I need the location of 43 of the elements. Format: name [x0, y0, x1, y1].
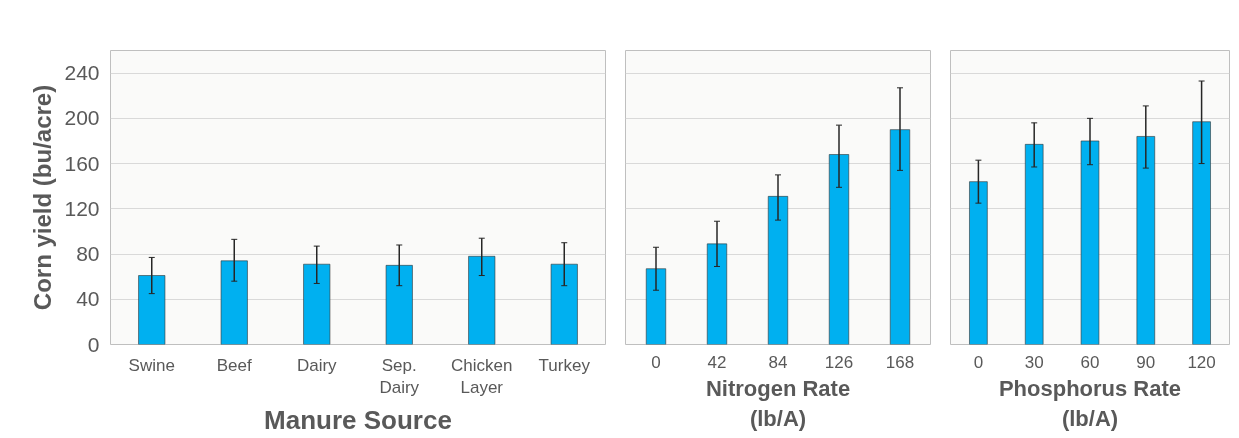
bar: [706, 243, 728, 345]
x-tick-label: 126: [824, 352, 854, 372]
x-tick-label: 168: [885, 352, 915, 372]
x-tick-label: 30: [1024, 352, 1044, 372]
y-tick-label: 160: [64, 151, 100, 175]
bar: [220, 260, 248, 345]
y-tick-label: 0: [87, 332, 100, 356]
bar: [889, 129, 911, 345]
x-tick-label: Sep. Dairy: [379, 355, 420, 398]
y-tick-label: 120: [64, 196, 100, 220]
x-tick-label: 0: [973, 352, 984, 372]
bar: [138, 275, 166, 345]
x-tick-label: 120: [1187, 352, 1216, 372]
y-tick-label: 240: [64, 61, 100, 85]
bar: [828, 154, 850, 345]
x-axis-title: Manure Source: [264, 405, 452, 436]
x-tick-label: Dairy: [296, 355, 338, 375]
x-tick-label: 60: [1080, 352, 1100, 372]
y-tick-label: 200: [64, 106, 100, 130]
y-axis-title: Corn yield (bu/acre): [29, 84, 57, 311]
bar: [1192, 121, 1211, 345]
bar: [550, 263, 578, 345]
x-axis-title: Nitrogen Rate (lb/A): [705, 375, 851, 431]
bar: [645, 268, 667, 345]
bar: [468, 256, 496, 345]
x-tick-label: 0: [651, 352, 661, 372]
y-tick-label: 80: [76, 242, 100, 266]
bar: [385, 265, 413, 345]
x-tick-label: 84: [768, 352, 788, 372]
bar: [1136, 136, 1156, 345]
y-tick-label: 40: [76, 287, 100, 311]
x-tick-label: Beef: [216, 355, 253, 375]
bar: [303, 263, 331, 345]
x-tick-label: 42: [707, 352, 727, 372]
bar: [767, 196, 789, 345]
x-axis-title: Phosphorus Rate (lb/A): [998, 375, 1182, 431]
x-tick-label: Swine: [128, 355, 175, 375]
x-tick-label: Turkey: [538, 355, 591, 375]
bar: [969, 181, 988, 345]
x-tick-label: Chicken Layer: [451, 355, 513, 398]
bar: [1024, 144, 1044, 345]
x-tick-label: 90: [1136, 352, 1156, 372]
bar: [1080, 140, 1100, 345]
